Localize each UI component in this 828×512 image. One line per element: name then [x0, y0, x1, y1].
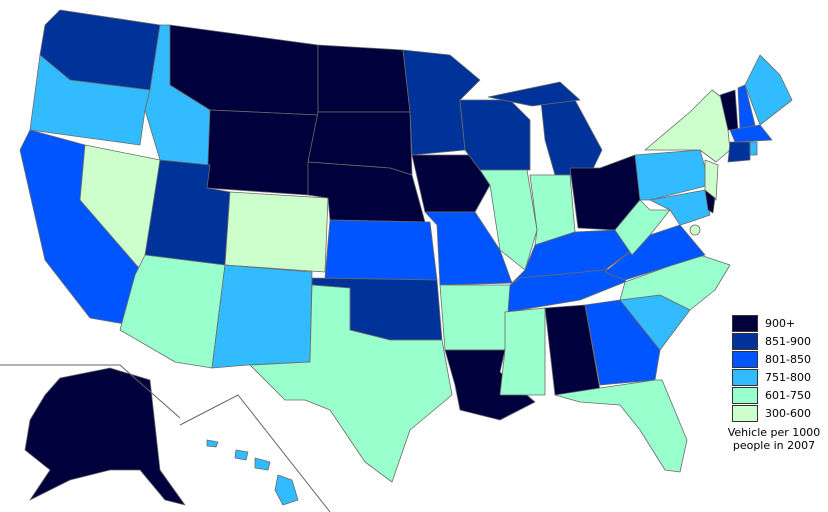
state-ks: [324, 219, 438, 281]
state-mi: [487, 81, 581, 107]
legend-swatch: [732, 350, 758, 368]
state-hi: [274, 474, 299, 506]
legend-swatch: [732, 368, 758, 386]
map-legend: 900+ 851-900 801-850 751-800 601-750 300-600: [732, 314, 828, 422]
state-hi: [234, 449, 249, 461]
legend-label: 300-600: [765, 406, 811, 420]
state-me: [744, 54, 793, 126]
legend-caption: Vehicle per 1000 people in 2007: [727, 426, 821, 452]
state-nd: [317, 44, 411, 113]
state-tx: [249, 284, 453, 483]
state-nm: [211, 264, 313, 369]
legend-label: 801-850: [765, 352, 811, 366]
alaska-inset-border: [0, 364, 181, 419]
state-fl: [554, 379, 688, 473]
state-ma: [729, 124, 773, 143]
legend-label: 900+: [765, 316, 796, 330]
state-nc: [619, 254, 731, 311]
legend-swatch: [732, 332, 758, 350]
legend-item: 300-600: [732, 404, 828, 422]
legend-item: 601-750: [732, 386, 828, 404]
state-ga: [584, 299, 661, 386]
state-ia: [411, 154, 491, 213]
state-nh: [737, 84, 756, 131]
legend-label: 601-750: [765, 388, 811, 402]
state-co: [224, 191, 329, 273]
hawaii-inset-border: [179, 394, 331, 512]
state-nj: [704, 159, 719, 201]
state-ar: [439, 284, 513, 351]
legend-swatch: [732, 314, 758, 332]
state-ms: [499, 307, 546, 396]
legend-swatch: [732, 386, 758, 404]
state-de: [704, 189, 716, 214]
state-ct: [727, 141, 751, 163]
state-ak: [24, 367, 186, 506]
state-wy: [206, 109, 319, 196]
legend-label: 851-900: [765, 334, 811, 348]
state-ri: [749, 141, 758, 156]
state-mi: [539, 91, 603, 176]
state-hi: [206, 439, 219, 448]
legend-item: 851-900: [732, 332, 828, 350]
legend-item: 751-800: [732, 368, 828, 386]
legend-label: 751-800: [765, 370, 811, 384]
legend-swatch: [732, 404, 758, 422]
state-hi: [254, 457, 271, 471]
state-la: [444, 349, 536, 421]
legend-item: 801-850: [732, 350, 828, 368]
legend-item: 900+: [732, 314, 828, 332]
state-dc: [689, 224, 701, 236]
state-pa: [634, 149, 711, 201]
